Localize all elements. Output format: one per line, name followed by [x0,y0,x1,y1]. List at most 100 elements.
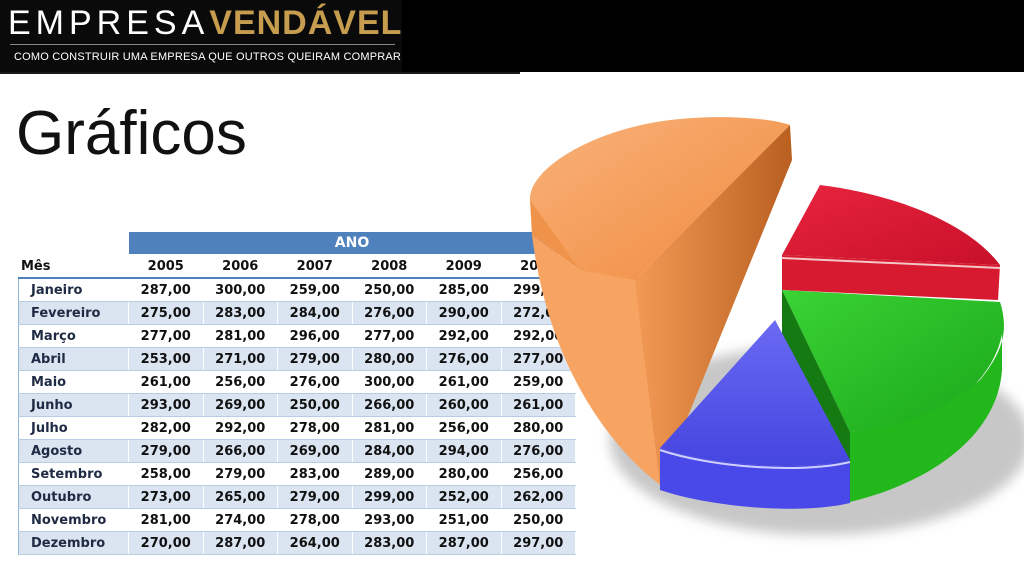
value-cell: 279,00 [202,462,278,486]
month-cell: Abril [18,347,129,371]
value-cell: 264,00 [277,531,353,555]
value-cell: 280,00 [500,416,576,440]
month-cell: Novembro [18,508,129,532]
data-table: ANO Mês 2005 2006 2007 2008 2009 2010 Ja… [18,231,576,555]
value-cell: 283,00 [277,462,353,486]
value-cell: 262,00 [500,485,576,509]
pie-slice-orange [529,117,792,485]
value-cell: 266,00 [351,393,427,417]
brand-divider [10,44,395,45]
value-cell: 270,00 [128,531,204,555]
value-cell: 292,00 [426,324,502,348]
brand-logo: EMPRESAVENDÁVEL COMO CONSTRUIR UMA EMPRE… [0,0,402,72]
value-cell: 299,00 [351,485,427,509]
value-cell: 287,00 [128,277,204,302]
value-cell: 281,00 [202,324,278,348]
month-cell: Março [18,324,129,348]
year-header: 2007 [277,254,353,279]
brand-name-light: EMPRESA [8,4,210,42]
table-row: Outubro 273,00 265,00 279,00 299,00 252,00 262… [18,485,576,509]
value-cell: 277,00 [500,347,576,371]
month-cell: Dezembro [18,531,129,555]
value-cell: 278,00 [277,416,353,440]
table-row: Fevereiro 275,00 283,00 284,00 276,00 290,00 2… [18,301,576,325]
table-body: Mês 2005 2006 2007 2008 2009 2010 Janeir… [18,254,576,555]
table-row: Julho 282,00 292,00 278,00 281,00 256,00 280,0… [18,416,576,440]
value-cell: 260,00 [426,393,502,417]
value-cell: 287,00 [426,531,502,555]
value-cell: 279,00 [128,439,204,463]
table-row: Novembro 281,00 274,00 278,00 293,00 251,00 25… [18,508,576,532]
table-corner [18,231,129,255]
brand-name-bold: VENDÁVEL [209,4,403,42]
value-cell: 289,00 [351,462,427,486]
value-cell: 273,00 [128,485,204,509]
value-cell: 279,00 [277,485,353,509]
value-cell: 258,00 [128,462,204,486]
value-cell: 276,00 [426,347,502,371]
value-cell: 276,00 [277,370,353,394]
value-cell: 269,00 [277,439,353,463]
value-cell: 252,00 [426,485,502,509]
year-header: 2005 [128,254,204,279]
month-cell: Agosto [18,439,129,463]
value-cell: 294,00 [426,439,502,463]
value-cell: 293,00 [351,508,427,532]
value-cell: 277,00 [351,324,427,348]
value-cell: 259,00 [277,277,353,302]
value-cell: 290,00 [426,301,502,325]
value-cell: 271,00 [202,347,278,371]
value-cell: 278,00 [277,508,353,532]
year-header: 2006 [202,254,278,279]
value-cell: 282,00 [128,416,204,440]
table-row: Dezembro 270,00 287,00 264,00 283,00 287,00 29… [18,531,576,555]
value-cell: 250,00 [351,277,427,302]
table-row: Agosto 279,00 266,00 269,00 284,00 294,00 276,… [18,439,576,463]
value-cell: 293,00 [128,393,204,417]
value-cell: 300,00 [351,370,427,394]
table-row: Março 277,00 281,00 296,00 277,00 292,00 292,0… [18,324,576,348]
table-row: Janeiro 287,00 300,00 259,00 250,00 285,00 299… [18,277,576,302]
table-row: Junho 293,00 269,00 250,00 266,00 260,00 261,0… [18,393,576,417]
value-cell: 283,00 [202,301,278,325]
value-cell: 256,00 [202,370,278,394]
value-cell: 279,00 [277,347,353,371]
month-cell: Fevereiro [18,301,129,325]
value-cell: 275,00 [128,301,204,325]
month-cell: Setembro [18,462,129,486]
value-cell: 292,00 [202,416,278,440]
table-row: Maio 261,00 256,00 276,00 300,00 261,00 259,00 [18,370,576,394]
value-cell: 256,00 [500,462,576,486]
value-cell: 265,00 [202,485,278,509]
value-cell: 251,00 [426,508,502,532]
value-cell: 261,00 [500,393,576,417]
value-cell: 261,00 [426,370,502,394]
pie-slice-blue [659,320,851,509]
month-cell: Janeiro [18,277,129,302]
brand-name: EMPRESAVENDÁVEL [8,4,402,43]
value-cell: 284,00 [277,301,353,325]
value-cell: 280,00 [351,347,427,371]
value-cell: 300,00 [202,277,278,302]
value-cell: 250,00 [500,508,576,532]
pie-chart-3d [529,117,1024,535]
brand-tagline: COMO CONSTRUIR UMA EMPRESA QUE OUTROS QU… [14,51,402,63]
value-cell: 276,00 [500,439,576,463]
month-cell: Maio [18,370,129,394]
page-title: Gráficos [16,99,247,168]
header-underline [0,72,520,74]
value-cell: 250,00 [277,393,353,417]
value-cell: 261,00 [128,370,204,394]
table-row: Setembro 258,00 279,00 283,00 289,00 280,00 25… [18,462,576,486]
table-header-row: Mês 2005 2006 2007 2008 2009 2010 [18,254,576,279]
value-cell: 284,00 [351,439,427,463]
month-column-header: Mês [18,254,129,279]
value-cell: 253,00 [128,347,204,371]
value-cell: 281,00 [351,416,427,440]
month-cell: Outubro [18,485,129,509]
value-cell: 269,00 [202,393,278,417]
header-banner: EMPRESAVENDÁVEL COMO CONSTRUIR UMA EMPRE… [0,0,1024,72]
value-cell: 283,00 [351,531,427,555]
month-cell: Junho [18,393,129,417]
value-cell: 297,00 [500,531,576,555]
